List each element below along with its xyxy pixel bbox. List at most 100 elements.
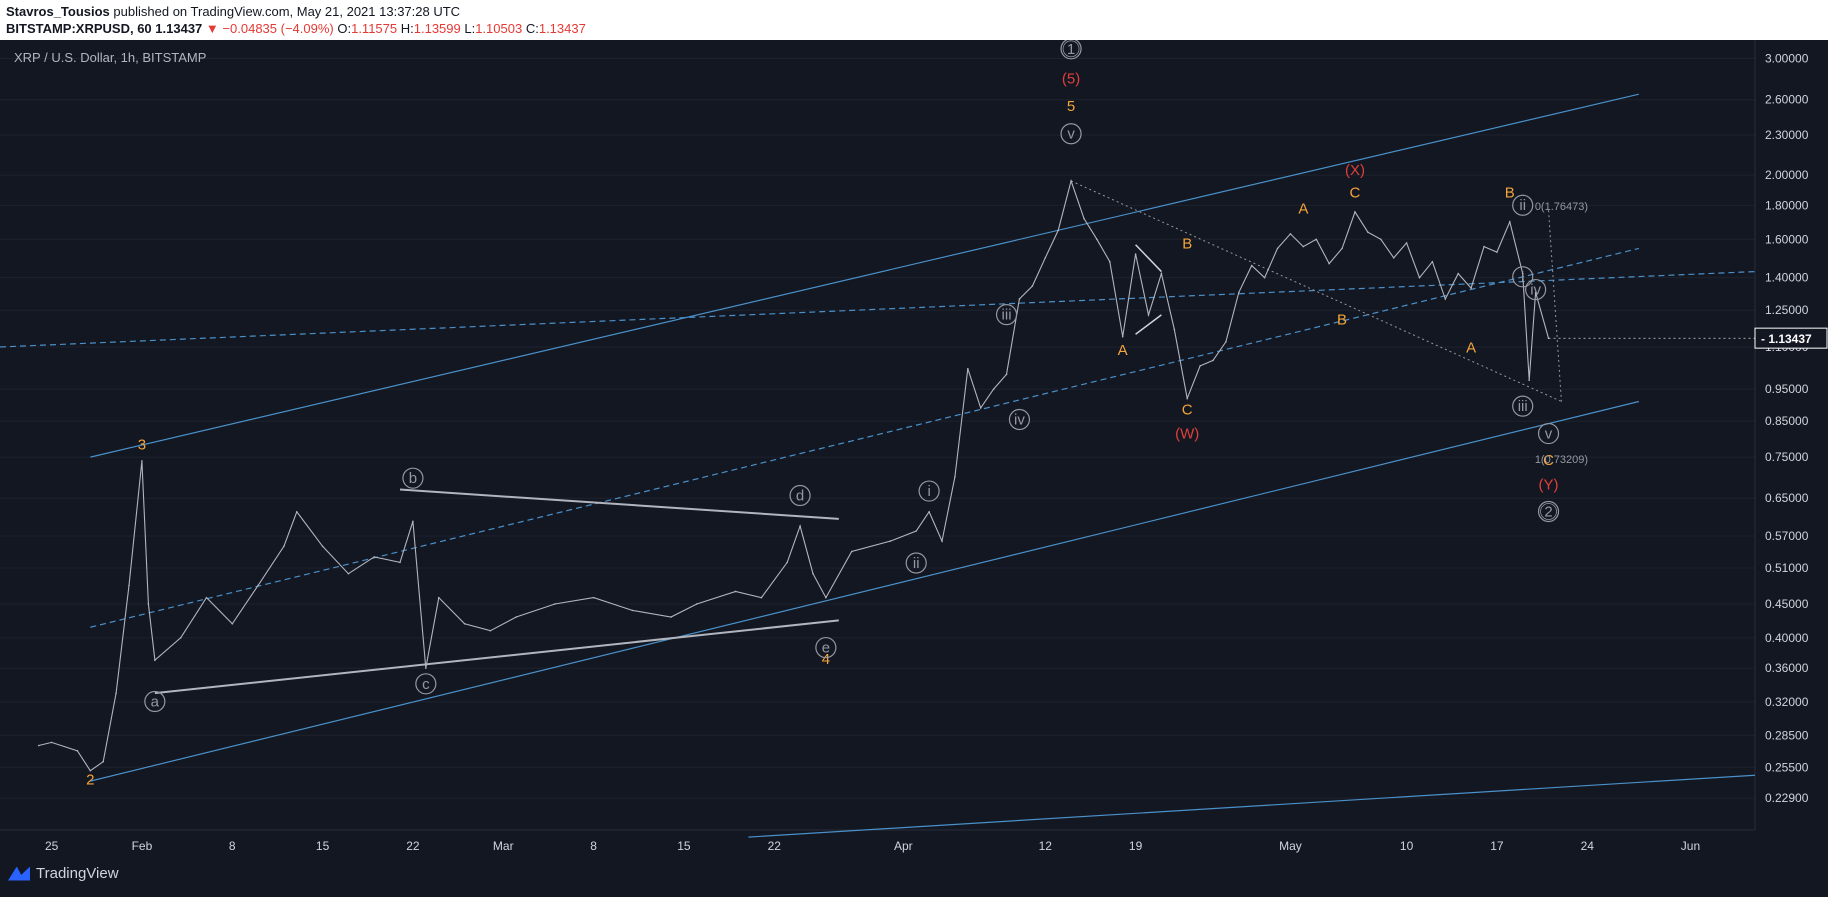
down-arrow-icon: ▼ — [205, 21, 219, 36]
close-label: C: — [525, 21, 539, 36]
wave-label: c — [422, 676, 430, 693]
price-point — [1418, 276, 1421, 279]
time-tick-label: 22 — [406, 839, 420, 853]
price-point — [489, 629, 492, 632]
price-point — [1392, 257, 1395, 259]
wave-label-circle — [1537, 422, 1560, 445]
price-point — [1005, 373, 1008, 376]
price-point — [1289, 233, 1292, 235]
channel-lower — [90, 400, 1640, 782]
time-tick-label: Feb — [132, 839, 153, 853]
wave-label: v — [1545, 426, 1553, 443]
price-point — [1238, 291, 1240, 294]
wave-label: 2 — [1544, 504, 1552, 521]
author-name[interactable]: Stavros_Tousios — [6, 4, 110, 19]
wave-label: 1(0.73209) — [1535, 454, 1588, 466]
channel-long-dashed — [0, 270, 1756, 348]
price-point — [1457, 272, 1459, 275]
wave-label: C — [1182, 401, 1193, 418]
price-point — [231, 622, 234, 625]
wave-label: iii — [1002, 307, 1012, 324]
price-point — [321, 545, 324, 548]
price-point — [812, 572, 814, 575]
price-point — [954, 476, 956, 478]
time-tick-label: 8 — [229, 839, 236, 853]
price-tick-label: 2.60000 — [1765, 93, 1809, 107]
price-point — [760, 596, 763, 599]
publish-header: Stavros_Tousios published on TradingView… — [0, 0, 1828, 40]
price-point — [696, 603, 698, 605]
triangle-upper — [399, 488, 839, 520]
wave-label: ii — [1519, 197, 1526, 214]
price-point — [1096, 238, 1098, 241]
channel-upper — [90, 93, 1639, 458]
price-tick-label: 0.40000 — [1765, 631, 1809, 645]
wave-label-circle-inner — [1540, 503, 1557, 520]
price-point — [412, 520, 414, 523]
price-point — [1225, 341, 1227, 343]
flag-line-1 — [1135, 244, 1162, 273]
wave-label: iii — [1518, 398, 1528, 415]
wave-label: 5 — [1067, 98, 1075, 115]
time-tick-label: 12 — [1039, 839, 1053, 853]
price-point — [979, 407, 982, 409]
dotted-trend — [1070, 180, 1562, 402]
wave-label: C — [1543, 452, 1554, 469]
price-tick-label: 2.30000 — [1765, 128, 1809, 142]
price-point — [283, 545, 285, 548]
price-point — [50, 741, 53, 744]
chart-area[interactable]: XRP / U.S. Dollar, 1h, BITSTAMP 3.00000 2.… — [0, 40, 1828, 897]
wave-label: A — [1298, 201, 1308, 218]
price-tick-label: 2.00000 — [1765, 168, 1809, 182]
price-point — [347, 572, 350, 575]
time-tick-label: 17 — [1490, 839, 1504, 853]
price-point — [425, 667, 427, 669]
price-change: −0.04835 (−4.09%) — [222, 21, 334, 36]
price-point — [1018, 298, 1021, 300]
price-point — [1199, 365, 1201, 367]
price-tick-label: 0.95000 — [1765, 382, 1809, 396]
price-point — [1263, 276, 1266, 279]
price-chart[interactable]: XRP / U.S. Dollar, 1h, BITSTAMP 3.00000 2.… — [0, 40, 1828, 857]
wave-label: (Y) — [1539, 477, 1559, 494]
wave-label: i — [1521, 269, 1524, 286]
price-point — [1134, 253, 1137, 255]
low-label: L: — [464, 21, 476, 36]
price-point — [1528, 379, 1530, 382]
price-point — [799, 525, 801, 527]
symbol-line: BITSTAMP:XRPUSD, 60 1.13437 ▼ −0.04835 (… — [6, 21, 586, 36]
price-point — [373, 556, 376, 558]
price-point — [128, 584, 130, 587]
wave-label-circle — [1060, 123, 1082, 145]
price-point — [399, 561, 401, 564]
tradingview-logo-text: TradingView — [36, 865, 119, 882]
time-tick-label: 19 — [1129, 839, 1143, 853]
price-point — [941, 540, 943, 542]
wave-label: iv — [1530, 282, 1541, 299]
price-tick-label: 1.60000 — [1765, 232, 1809, 246]
channel-bottom — [748, 774, 1756, 838]
price-tick-label: 3.00000 — [1765, 52, 1809, 66]
price-tick-label: 0.32000 — [1765, 695, 1809, 709]
close-value: 1.13437 — [538, 21, 586, 36]
price-point — [1431, 260, 1434, 263]
high-value: 1.13599 — [413, 21, 461, 36]
price-point — [147, 603, 150, 605]
price-point — [205, 596, 208, 599]
price-point — [1405, 242, 1408, 244]
price-point — [1121, 335, 1124, 338]
price-point — [631, 609, 634, 612]
last-price: 1.13437 — [155, 21, 203, 36]
price-point — [928, 511, 930, 513]
wave-label: v — [1067, 126, 1075, 143]
wave-label: ii — [913, 555, 920, 572]
wave-label-circle — [1525, 278, 1547, 301]
price-point — [915, 530, 918, 532]
tradingview-logo[interactable]: TradingView — [8, 865, 119, 882]
wave-label-circle — [1060, 40, 1082, 60]
wave-label-circle-inner — [1062, 40, 1080, 58]
time-tick-label: 15 — [677, 839, 691, 853]
price-point — [1186, 397, 1189, 400]
price-point — [179, 637, 182, 639]
price-point — [1379, 238, 1382, 241]
